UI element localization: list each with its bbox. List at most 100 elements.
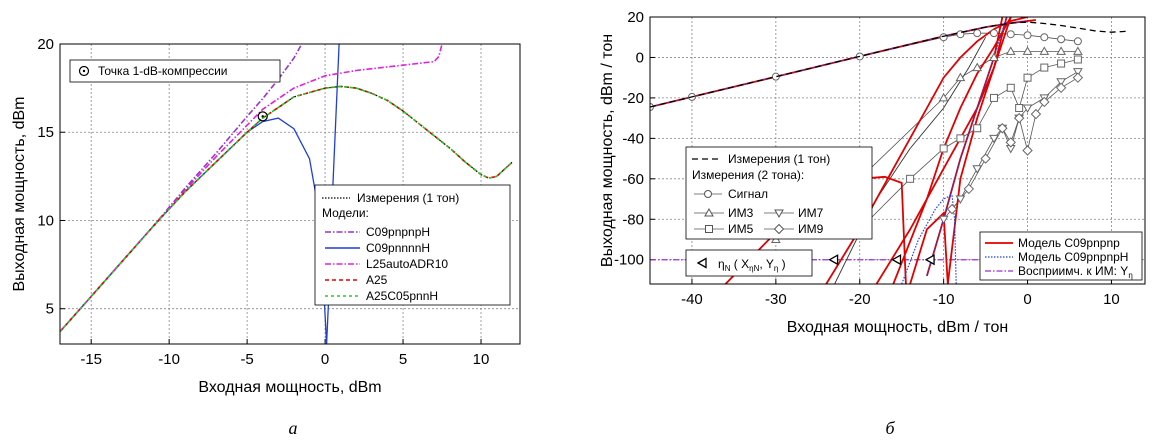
meas_im5-point xyxy=(1023,73,1032,82)
meas_im9-point xyxy=(1030,108,1042,120)
legend-b-signal: Сигнал xyxy=(728,187,768,201)
x-tick-label-a: 0 xyxy=(321,351,329,368)
y-tick-label-b: -40 xyxy=(622,130,644,147)
x-tick-label-b: 0 xyxy=(1023,291,1031,308)
legend-eta-text: ηN ( XηN, Yη ) xyxy=(718,257,786,273)
meas_signal-point xyxy=(1006,30,1015,39)
legend-model-a: Модель C09pnpnp xyxy=(1018,236,1120,250)
legend-susc-sub: η xyxy=(1128,271,1132,280)
meas_im7-point xyxy=(1056,78,1066,87)
caption-b: б xyxy=(885,418,895,438)
p1db-marker xyxy=(257,111,268,122)
legend-b-marker xyxy=(705,225,713,233)
legend-b-im-label: ИМ3 xyxy=(728,206,754,220)
meas_im5-point xyxy=(989,93,998,102)
eta-marker xyxy=(924,254,935,266)
legend-b-marker xyxy=(704,207,714,217)
legend-eta-part: η xyxy=(718,257,725,271)
x-tick-label-b: -10 xyxy=(933,291,955,308)
legend-models-box xyxy=(979,231,1143,281)
eta-marker xyxy=(891,254,902,266)
x-tick-label-b: -30 xyxy=(765,291,787,308)
chart-b: -40 -30 -20 -10 0 10-100-80-60-40-20020Измере… xyxy=(599,9,1146,438)
meas_im9-point xyxy=(1013,112,1025,124)
legend-b-marker xyxy=(704,190,712,198)
legend-b-2tone: Измерения (2 тона): xyxy=(692,168,804,182)
model-a-curve-6 xyxy=(946,17,1008,284)
legend-b-1tone: Измерения (1 тон) xyxy=(728,152,830,166)
legend-susc: Восприимч. к ИМ: Yη xyxy=(1018,264,1133,280)
meas_im3-point xyxy=(955,72,966,82)
legend-a: Измерения (1 тон)Модели: C09pnpnpH C09pnnn… xyxy=(314,184,511,306)
meas_im3-point xyxy=(989,52,999,61)
legend-a-label: L25autoADR10 xyxy=(366,257,448,271)
x-tick-label-a: 5 xyxy=(399,351,407,368)
meas_im9-point xyxy=(1022,145,1033,156)
legend-eta-marker xyxy=(696,257,707,269)
meas_im7-point xyxy=(1022,104,1033,114)
legend-eta-part: ) xyxy=(778,257,785,271)
y-tick-label-b: -80 xyxy=(622,211,644,228)
legend-b-meas: Измерения (1 тон) Измерения (2 тона): Сигн… xyxy=(685,146,873,240)
legend-b-eta: ηN ( XηN, Yη ) xyxy=(685,249,813,277)
legend-b-im-label: ИМ9 xyxy=(798,222,824,236)
legend-b-im-label: ИМ7 xyxy=(798,206,824,220)
legend-eta-box xyxy=(685,249,813,277)
meas_im5-point xyxy=(1040,63,1049,72)
y-tick-label-a: 5 xyxy=(46,301,54,318)
meas_im9-point xyxy=(1039,96,1050,108)
meas_im5-point xyxy=(906,174,915,183)
series-line-a-5 xyxy=(60,85,513,333)
x-tick-label-a: -15 xyxy=(80,351,102,368)
legend-b-marker xyxy=(774,209,784,219)
y-tick-label-b: -100 xyxy=(614,252,644,269)
meas_im3-point xyxy=(1073,46,1083,55)
meas_im5-point xyxy=(939,144,948,153)
meas_signal-point xyxy=(1023,31,1032,40)
meas_signal-point xyxy=(989,29,998,38)
x-tick-label-b: -40 xyxy=(681,291,703,308)
x-tick-label-b: -20 xyxy=(849,291,871,308)
meas_im3-point xyxy=(1056,46,1066,55)
meas_im9-point xyxy=(946,203,958,215)
meas_signal-point xyxy=(1057,35,1066,44)
meas_im5-point xyxy=(1073,55,1082,64)
legend-a-title: Модели: xyxy=(322,206,369,220)
y-tick-label-b: 20 xyxy=(627,9,644,26)
legend-eta-part: ηN xyxy=(749,264,759,273)
meas_im5-point xyxy=(1057,59,1066,68)
meas_im9-point xyxy=(997,123,1008,134)
meas_im5-point xyxy=(973,124,982,133)
y-tick-label-a: 20 xyxy=(37,36,54,53)
eta-marker xyxy=(828,254,839,266)
meas_im3-point xyxy=(1039,46,1050,55)
meas_im9-point xyxy=(1072,72,1084,83)
y-axis-label-b: Выходная мощность, dBm / тон xyxy=(599,34,616,267)
legend-eta-part: , Y xyxy=(759,257,773,271)
legend-b-im-label: ИМ5 xyxy=(728,222,754,236)
x-tick-label-a: -10 xyxy=(158,351,180,368)
meas_signal-point xyxy=(1073,37,1082,46)
series-line-a-3 xyxy=(60,44,443,333)
meas_im5-point xyxy=(956,134,965,143)
meas_signal-point xyxy=(1040,33,1049,42)
y-axis-label-a: Выходная мощность, dBm xyxy=(11,97,28,292)
meas_im3-point xyxy=(1022,46,1033,55)
y-tick-label-a: 15 xyxy=(37,124,54,141)
model-b-curve-1 xyxy=(901,194,957,284)
meas_im9-point xyxy=(980,153,991,164)
model-b-curve-0 xyxy=(650,20,1028,108)
meas_im9-point xyxy=(1055,82,1067,94)
y-tick-label-b: -60 xyxy=(622,171,644,188)
meas_im5-point xyxy=(1015,104,1024,113)
meas_im3-point xyxy=(972,62,983,72)
legend-a-box xyxy=(314,184,511,306)
meas_im3-point xyxy=(938,92,949,102)
p1db-legend-text: Точка 1-dB-компрессии xyxy=(98,64,227,78)
legend-a-label: C09pnnnnH xyxy=(366,241,430,255)
meas_im7-point xyxy=(955,195,966,205)
meas_im5-point xyxy=(1006,83,1015,92)
x-tick-label-a: -5 xyxy=(240,351,253,368)
